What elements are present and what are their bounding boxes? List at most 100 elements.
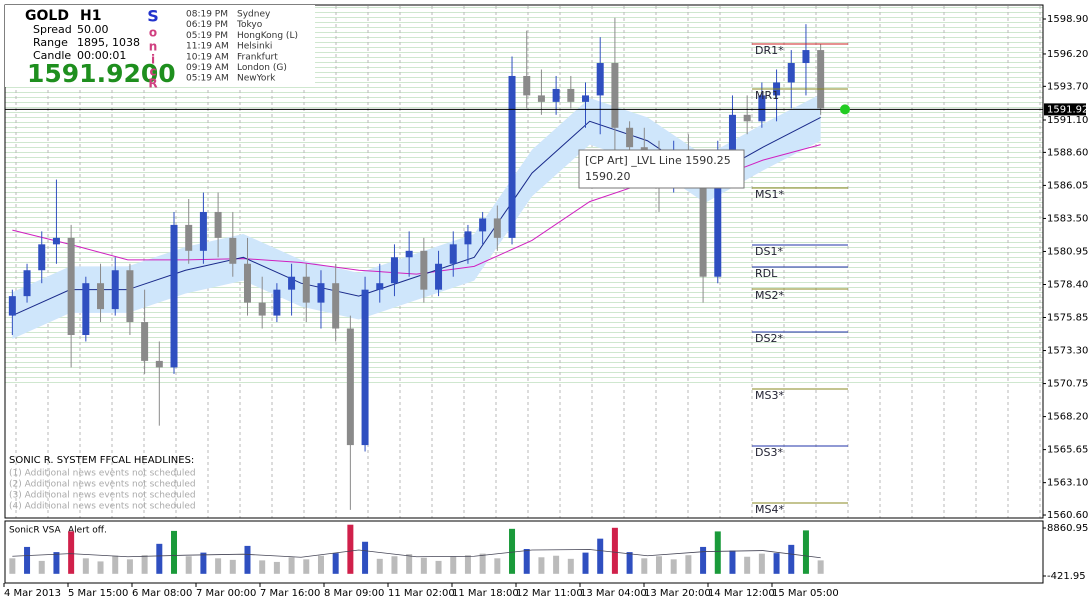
candle-body [390, 257, 398, 284]
brand: SonicR [147, 7, 159, 91]
price-label: 1591.92 [1047, 104, 1088, 115]
session-city: London (G) [237, 63, 287, 73]
range-label: Range [33, 36, 68, 49]
brand-letter: i [151, 53, 155, 67]
vsa-title: SonicR VSA [9, 526, 62, 536]
candle-body [258, 302, 266, 316]
vsa-bar [68, 531, 75, 574]
vsa-bar [655, 556, 662, 574]
y-tick-label: 1578.40 [1047, 279, 1088, 290]
candle-label: Candle [33, 49, 71, 62]
x-tick-label: 11 Mar 02:00 [388, 588, 455, 599]
headline: (1) Additional news events not scheduled [9, 469, 196, 479]
vsa-bar [332, 553, 339, 574]
headline: (4) Additional news events not scheduled [9, 502, 196, 512]
candle-body [23, 270, 31, 297]
candle-body [317, 283, 325, 303]
session-time: 11:19 AM [186, 42, 229, 52]
y-tick-label: 1588.60 [1047, 147, 1088, 158]
vsa-bar [126, 559, 133, 574]
vsa-bar [406, 554, 413, 574]
level-label: MS4* [755, 503, 784, 516]
session-city: Tokyo [236, 20, 263, 30]
vsa-bar [509, 528, 516, 574]
vsa-bar [185, 556, 192, 574]
vsa-bar [171, 530, 178, 574]
vsa-bar [259, 560, 266, 574]
level-label: RDL [755, 267, 778, 280]
headlines-title: SONIC R. SYSTEM FFCAL HEADLINES: [9, 455, 194, 466]
vsa-bar [729, 550, 736, 574]
candle-body [111, 270, 119, 310]
candle-body [97, 283, 105, 310]
candle-body [332, 283, 340, 329]
info-panel [5, 5, 315, 87]
candle-body [714, 160, 722, 277]
candle-body [288, 276, 296, 290]
headline: (2) Additional news events not scheduled [9, 480, 196, 490]
x-tick-label: 11 Mar 18:00 [452, 588, 519, 599]
brand-letter: S [147, 7, 159, 26]
vsa-bar [464, 555, 471, 574]
level-label: MS1* [755, 188, 784, 201]
level-label: DS2* [755, 332, 783, 345]
vsa-bar [641, 558, 648, 574]
candle-body [567, 88, 575, 102]
x-tick-label: 12 Mar 11:00 [516, 588, 583, 599]
candle-body [802, 50, 810, 64]
vsa-bar [82, 558, 89, 574]
candle-body [185, 224, 193, 251]
vsa-frame [4, 520, 1044, 584]
vsa-bar [200, 552, 207, 574]
candle-body [361, 289, 369, 446]
sessions: 08:19 PM Sydney 06:19 PM Tokyo 05:19 PM HongK… [186, 10, 298, 84]
vsa-bar [538, 557, 545, 574]
vsa-bar [450, 556, 457, 574]
range: 1895, 1038 [77, 36, 140, 49]
vsa-bar [744, 556, 751, 574]
x-tick-label: 6 Mar 08:00 [132, 588, 192, 599]
vsa-bar [112, 555, 119, 574]
candle-body [817, 50, 825, 109]
session-city: HongKong (L) [237, 31, 298, 41]
vsa-bar [347, 524, 354, 574]
session-time: 05:19 PM [186, 31, 228, 41]
vsa-bar [494, 558, 501, 574]
vsa-bar [758, 553, 765, 574]
vsa-bar [273, 561, 280, 574]
vsa-bar [38, 560, 45, 574]
y-tick-label: 1565.65 [1047, 445, 1088, 456]
vsa-bar [229, 559, 236, 574]
spread-label: Spread [33, 23, 72, 36]
main-frame [4, 4, 1044, 519]
level-label: MR1 [755, 89, 779, 102]
candle-body [464, 231, 472, 245]
candle-body [67, 237, 75, 335]
candle-body [596, 63, 604, 96]
candle-body [537, 95, 545, 102]
y-tick-label: 1573.30 [1047, 346, 1088, 357]
candle-body [82, 283, 90, 335]
vsa-bar [553, 555, 560, 574]
candle-timer: 00:00:01 [77, 49, 126, 62]
brand-letter: o [149, 26, 157, 40]
candle-body [155, 360, 163, 368]
level-label: MS3* [755, 389, 784, 402]
vsa-alert: Alert off. [68, 526, 107, 536]
candle-body [787, 63, 795, 83]
brand-letter: n [149, 40, 158, 54]
vsa-bar [611, 527, 618, 574]
y-tick-label: 1560.60 [1047, 510, 1088, 521]
vsa-bar [156, 543, 163, 574]
candle-body [449, 244, 457, 264]
ma-band [12, 94, 821, 339]
vsa-bar [376, 558, 383, 574]
x-tick-label: 7 Mar 00:00 [196, 588, 256, 599]
candle-body [52, 237, 60, 245]
session-time: 08:19 PM [186, 10, 228, 20]
candle-body [199, 211, 207, 251]
vsa-bar [523, 548, 530, 574]
candle-body [626, 127, 634, 148]
vsa-bar [582, 552, 589, 574]
